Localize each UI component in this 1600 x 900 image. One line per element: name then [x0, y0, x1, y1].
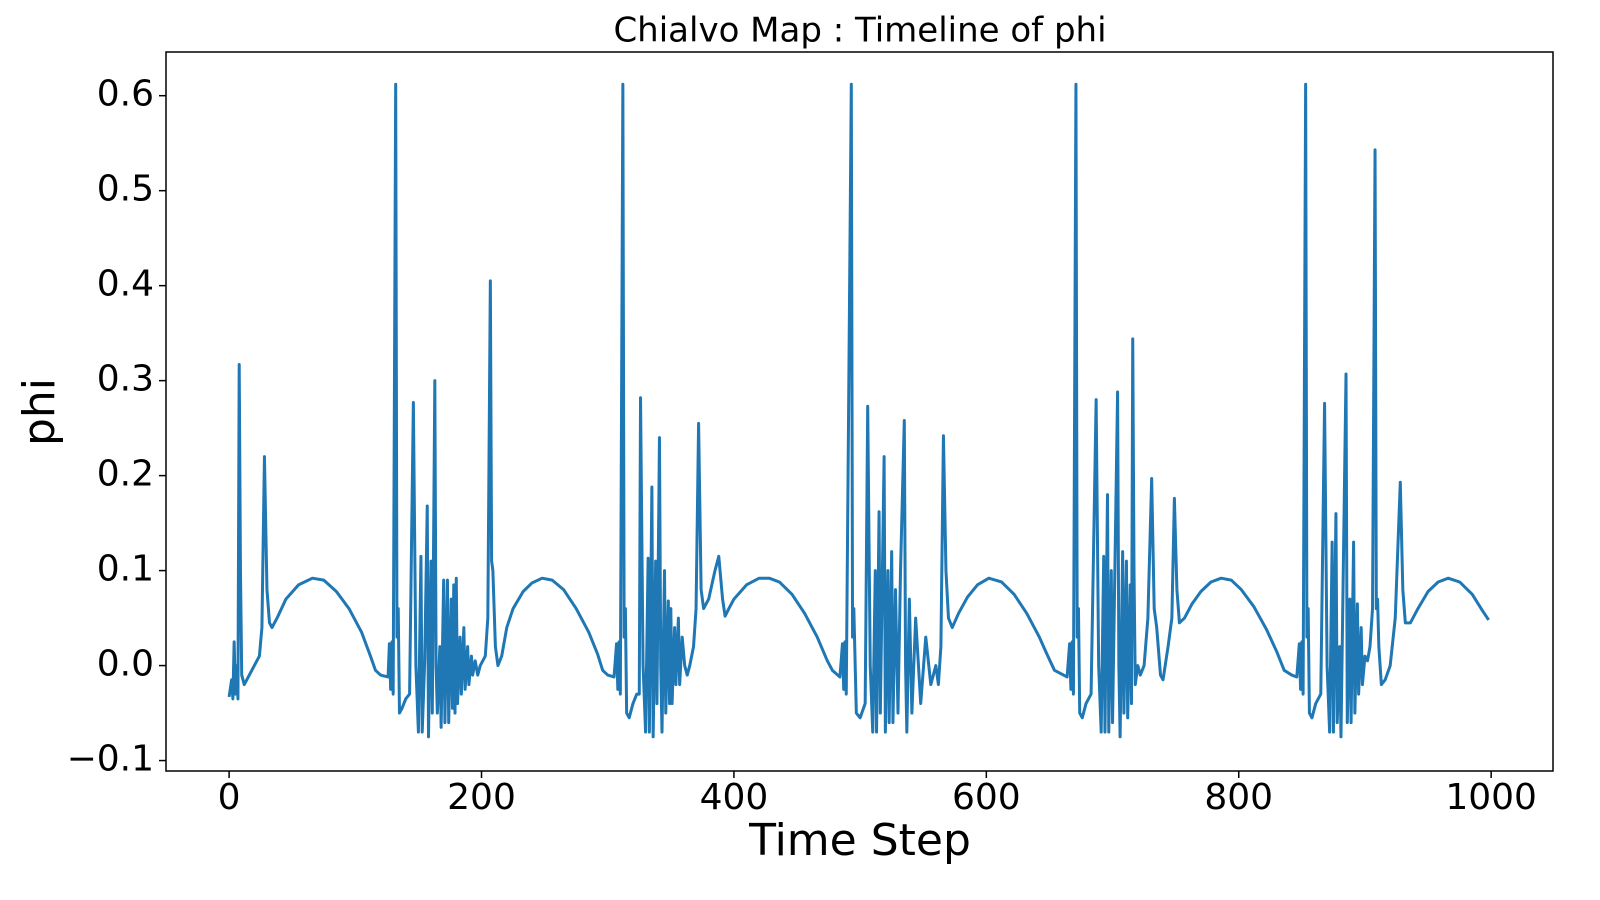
x-axis-title: Time Step — [748, 815, 971, 866]
y-tick-label: 0.6 — [97, 74, 154, 115]
y-tick-label: 0.0 — [97, 644, 154, 685]
y-tick-label: −0.1 — [67, 739, 154, 780]
y-tick-label: 0.1 — [97, 549, 154, 590]
x-tick-label: 600 — [952, 777, 1021, 818]
x-tick-label: 400 — [700, 777, 769, 818]
x-tick-label: 800 — [1204, 777, 1273, 818]
x-tick-label: 200 — [447, 777, 516, 818]
y-tick-label: 0.3 — [97, 359, 154, 400]
y-tick-label: 0.2 — [97, 454, 154, 495]
chart-title: Chialvo Map : Timeline of phi — [613, 11, 1106, 51]
y-tick-label: 0.5 — [97, 169, 154, 210]
y-tick-label: 0.4 — [97, 264, 154, 305]
x-tick-label: 0 — [218, 777, 241, 818]
data-line — [227, 82, 1490, 739]
y-axis-title: phi — [14, 378, 65, 446]
x-tick-label: 1000 — [1445, 777, 1537, 818]
plot-frame — [165, 51, 1554, 772]
